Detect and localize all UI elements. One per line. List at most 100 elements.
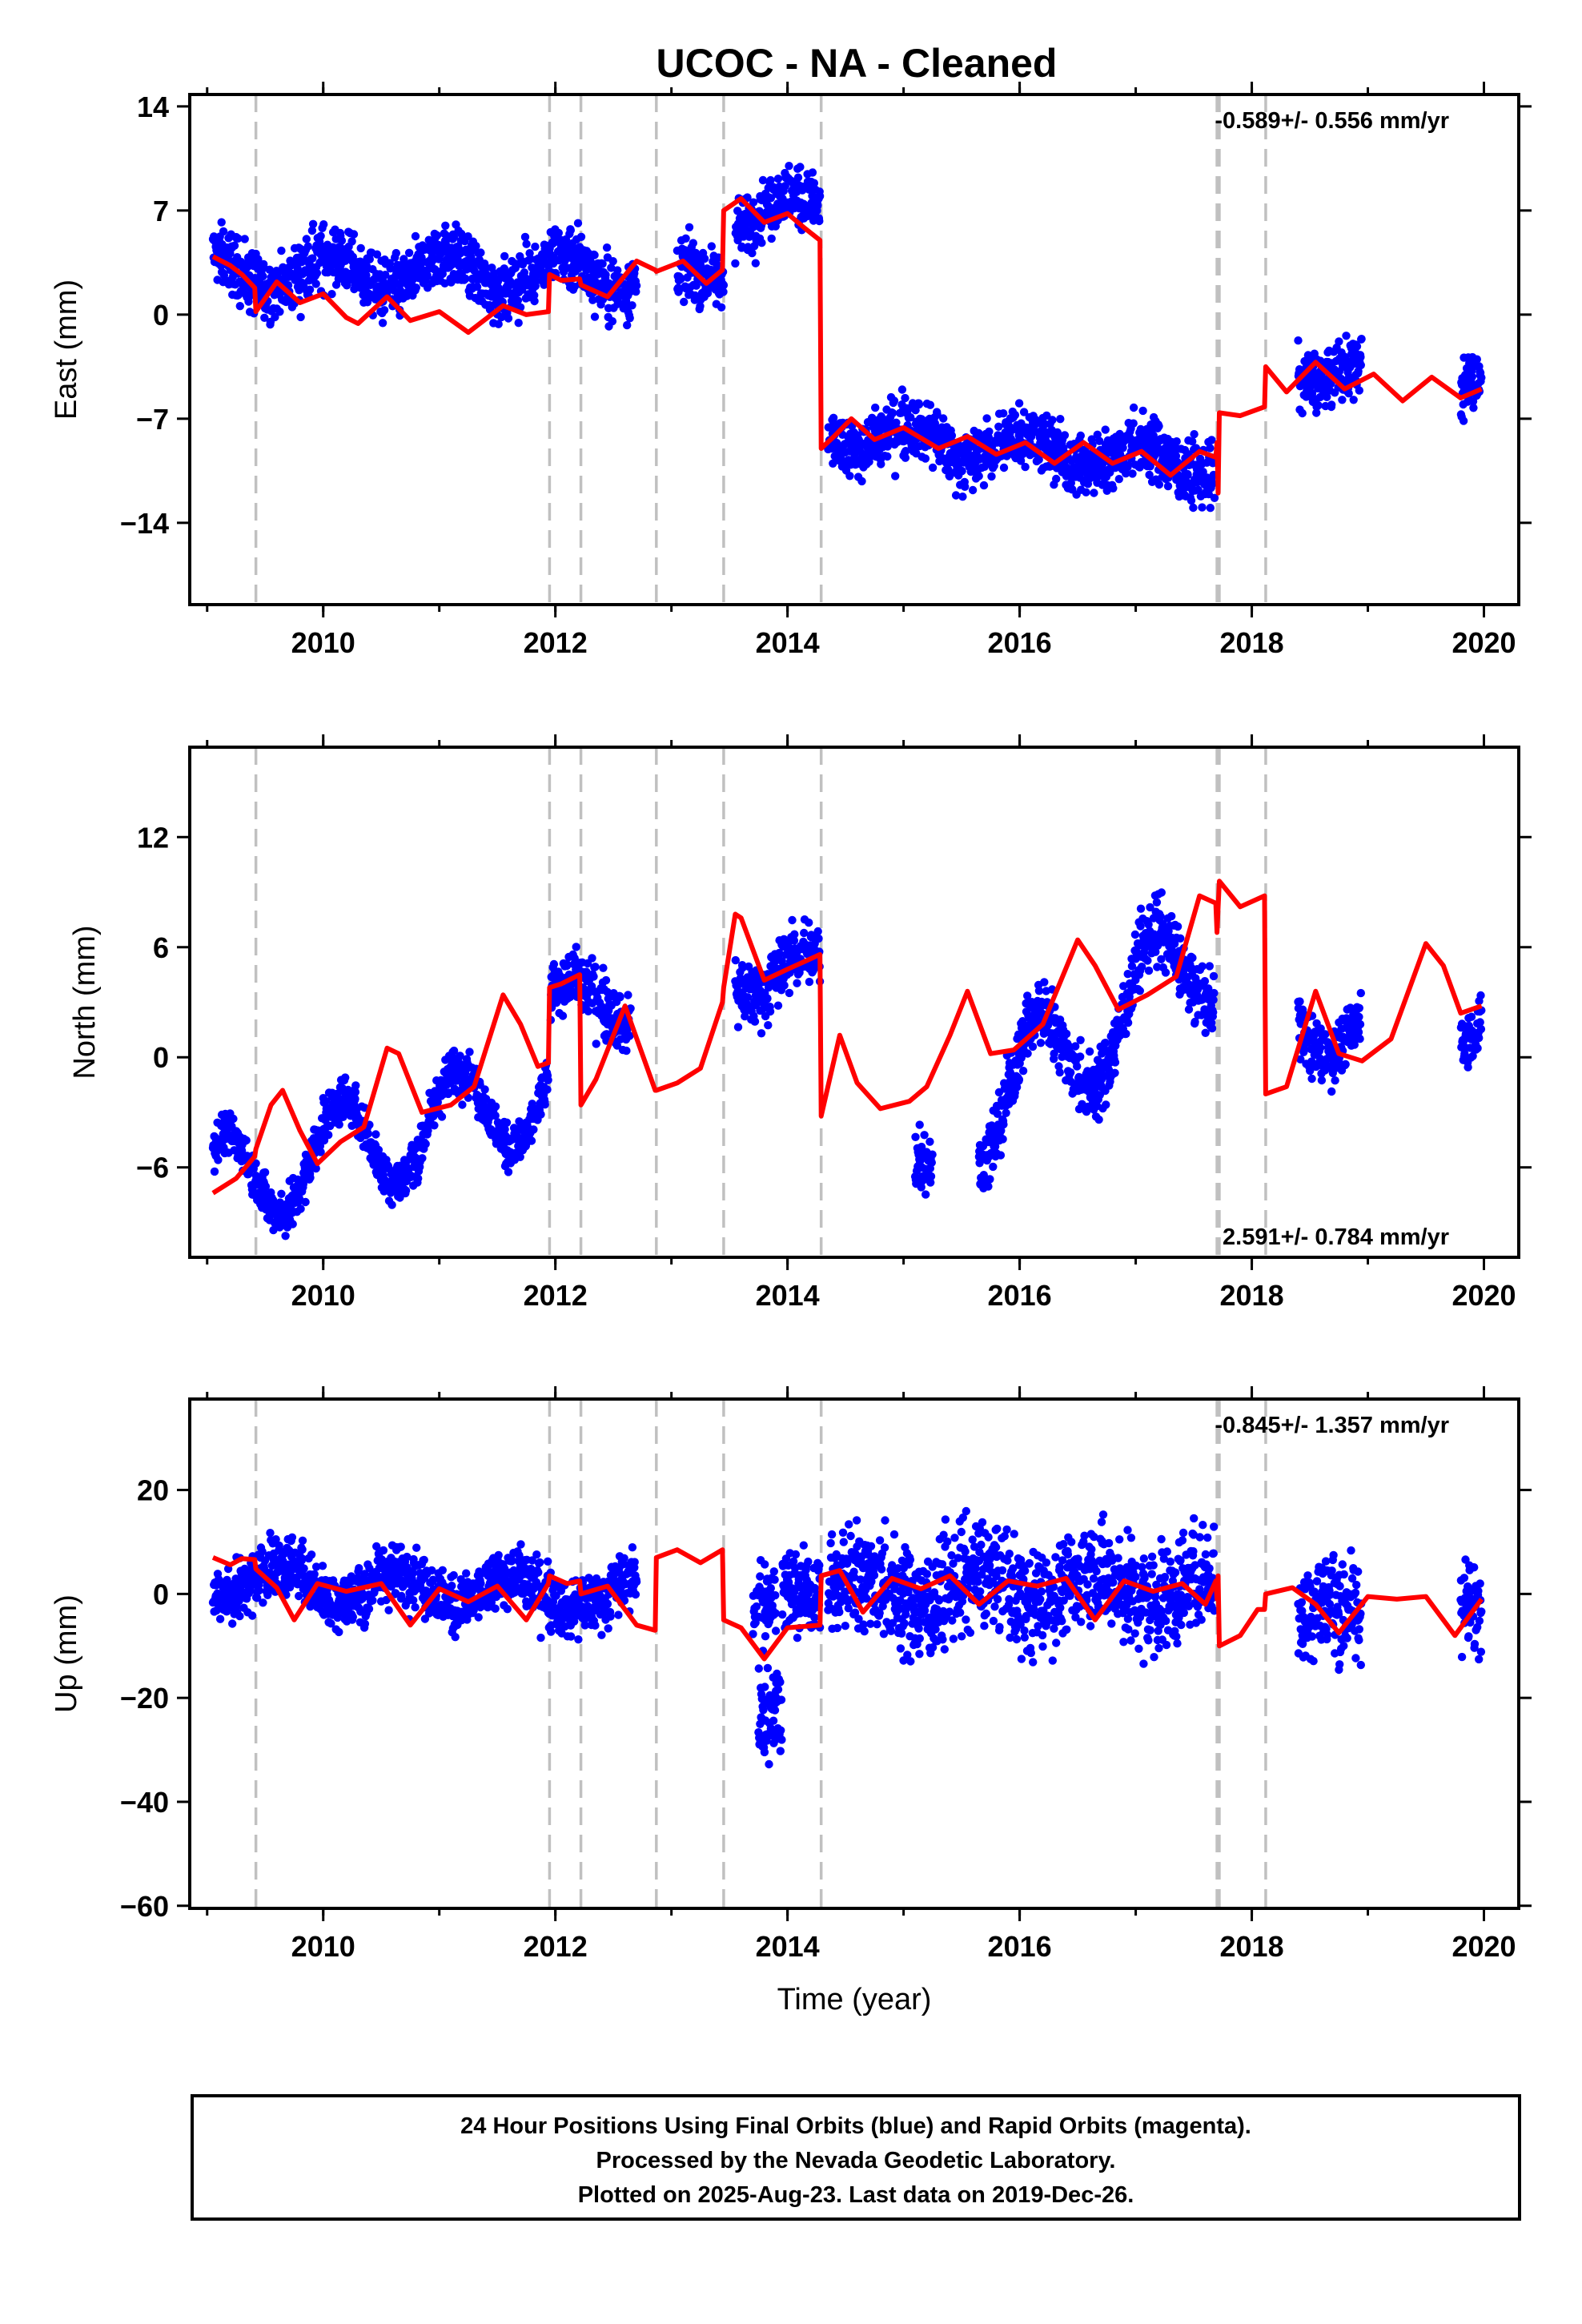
north-data-point (502, 1118, 512, 1128)
north-data-point (624, 991, 632, 999)
east-data-point (889, 396, 899, 405)
north-data-point (990, 1142, 1000, 1151)
north-data-point (351, 1094, 359, 1104)
north-data-point (1073, 1062, 1082, 1071)
east-data-point (888, 408, 897, 417)
east-data-point (901, 447, 910, 456)
east-data-point (531, 242, 540, 251)
east-data-point (349, 230, 359, 239)
north-data-point (1355, 1003, 1364, 1013)
north-data-point (1054, 1062, 1063, 1071)
east-data-point (296, 312, 305, 322)
north-data-point (242, 1136, 251, 1145)
north-data-point (926, 1172, 936, 1181)
north-data-point (986, 1175, 994, 1184)
north-data-point (785, 988, 794, 998)
north-data-point (1146, 903, 1154, 912)
east-data-point (713, 260, 721, 269)
east-data-point (573, 219, 583, 227)
north-data-point (1306, 1066, 1315, 1076)
east-data-point (809, 179, 819, 187)
east-data-point (259, 271, 267, 281)
east-data-point (1052, 474, 1061, 484)
east-data-point (974, 472, 983, 480)
north-plot-area (208, 747, 1486, 1257)
east-data-point (719, 287, 728, 296)
north-data-point (1136, 904, 1146, 913)
north-data-point (1040, 978, 1049, 987)
east-data-point (1190, 430, 1199, 439)
east-data-point (632, 281, 641, 290)
east-data-point (1082, 488, 1090, 497)
east-data-point (947, 431, 957, 440)
east-data-point (1199, 468, 1207, 476)
north-data-point (371, 1130, 380, 1139)
east-ytick-label: −7 (136, 403, 169, 436)
east-data-point (316, 231, 325, 240)
north-ytick-label: 0 (153, 1041, 169, 1074)
north-data-point (591, 963, 600, 971)
north-data-points (208, 888, 1486, 1240)
north-data-point (757, 1029, 766, 1038)
east-data-point (1149, 431, 1158, 440)
east-data-point (1459, 416, 1468, 425)
east-data-point (1208, 478, 1217, 488)
north-data-point (465, 1047, 474, 1056)
east-data-point (391, 248, 400, 258)
north-data-point (374, 1145, 383, 1155)
north-data-point (800, 928, 809, 938)
east-data-point (744, 243, 753, 251)
north-data-point (1316, 1043, 1325, 1052)
north-data-point (458, 1100, 467, 1109)
east-data-point (1145, 470, 1154, 480)
north-data-point (1321, 1030, 1330, 1039)
north-data-point (214, 1156, 223, 1164)
north-data-point (1018, 1067, 1028, 1076)
east-data-point (1129, 419, 1138, 428)
east-data-point (520, 232, 530, 242)
east-plot-area (208, 94, 1486, 605)
north-data-point (1152, 898, 1162, 907)
east-data-point (793, 173, 803, 182)
east-data-point (576, 232, 586, 241)
east-data-point (1090, 489, 1098, 497)
east-data-point (1042, 411, 1051, 420)
north-data-point (763, 994, 772, 1003)
east-data-point (412, 283, 420, 292)
east-xtick-label: 2010 (291, 626, 355, 659)
east-data-point (602, 243, 612, 252)
north-data-point (813, 927, 822, 936)
north-data-point (401, 1186, 411, 1195)
north-data-point (529, 1125, 538, 1134)
north-data-point (1209, 1007, 1218, 1017)
east-data-point (411, 231, 420, 241)
north-data-point (421, 1140, 430, 1148)
north-data-point (915, 1120, 924, 1129)
north-data-point (1055, 1068, 1064, 1077)
north-data-point (743, 993, 753, 1002)
north-data-point (260, 1168, 270, 1177)
east-data-point (234, 234, 243, 243)
north-data-point (1122, 1029, 1130, 1039)
east-data-point (365, 255, 374, 263)
north-data-point (780, 981, 789, 990)
east-data-point (1344, 389, 1353, 398)
north-data-point (599, 963, 608, 972)
east-data-point (1109, 484, 1118, 493)
north-data-point (1012, 1083, 1022, 1092)
north-data-point (251, 1159, 260, 1168)
north-data-point (814, 934, 823, 943)
east-data-point (1194, 485, 1203, 494)
north-data-point (1327, 1087, 1336, 1096)
north-data-point (527, 1136, 536, 1145)
east-data-point (404, 248, 414, 257)
east-ytick-label: −14 (120, 507, 169, 540)
east-data-point (372, 250, 382, 259)
east-data-point (356, 243, 365, 253)
north-data-point (1198, 962, 1207, 971)
east-data-point (1312, 408, 1321, 417)
north-data-point (543, 1085, 552, 1094)
east-data-point (1298, 408, 1307, 418)
east-data-point (891, 472, 900, 480)
